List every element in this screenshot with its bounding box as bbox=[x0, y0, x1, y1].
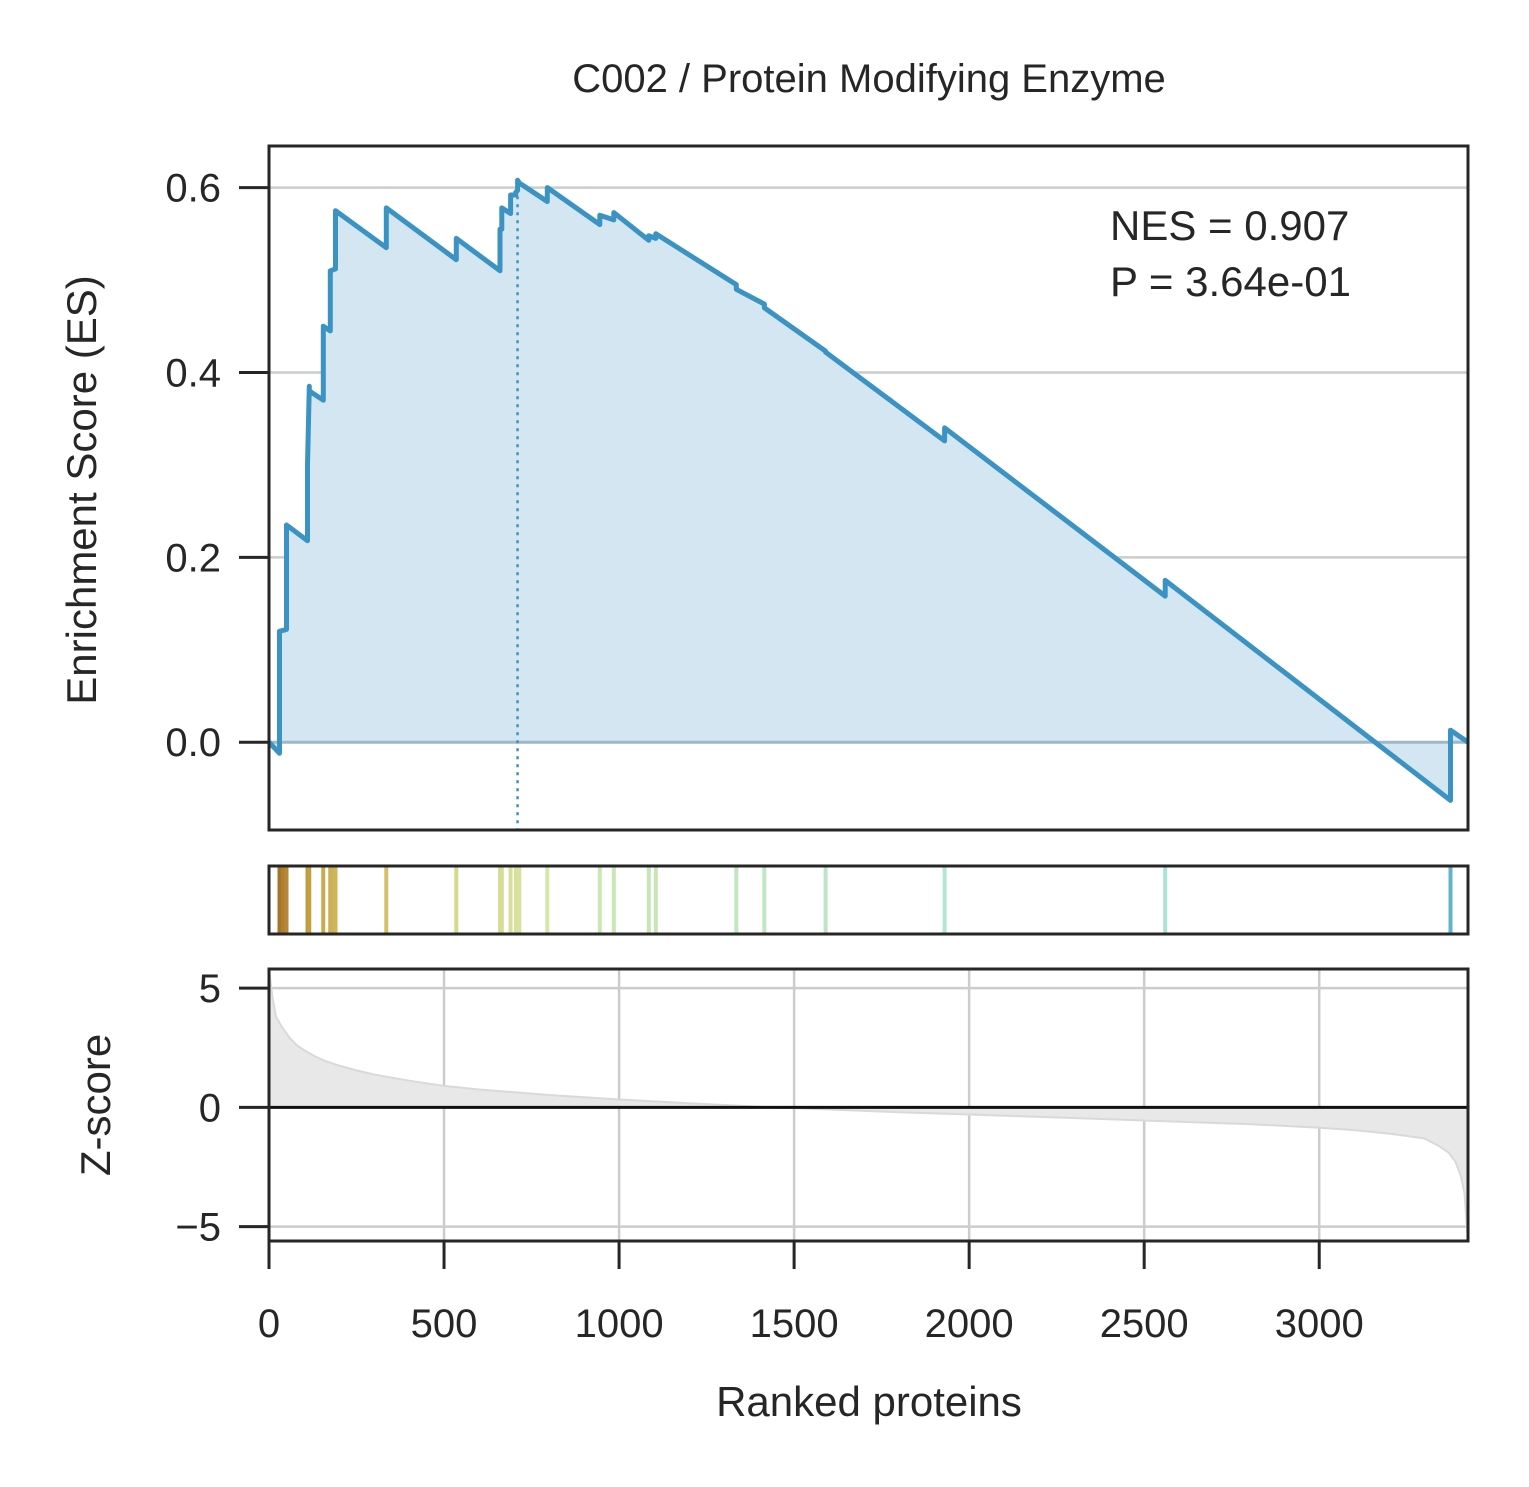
zscore-panel-frame bbox=[267, 967, 1470, 1243]
x-tick-label: 1500 bbox=[750, 1302, 839, 1346]
x-tick-label: 2000 bbox=[925, 1302, 1014, 1346]
es-running-sum-line bbox=[267, 177, 1470, 803]
es-y-axis-label: Enrichment Score (ES) bbox=[58, 275, 105, 704]
zscore-y-tick-label: −5 bbox=[175, 1206, 221, 1250]
enrichment-score-panel: 0.0 0.2 0.4 0.6 NES = 0.907 P = 3.64e-01 En… bbox=[58, 144, 1470, 832]
gene-hits-panel bbox=[267, 864, 1470, 936]
x-axis-ticks: 0 500 1000 1500 2000 2500 3000 bbox=[258, 1241, 1364, 1346]
es-y-tick-label: 0.0 bbox=[165, 721, 221, 765]
es-area-fill bbox=[269, 180, 1468, 801]
es-y-tick-label: 0.6 bbox=[165, 167, 221, 211]
x-axis-label: Ranked proteins bbox=[716, 1378, 1022, 1425]
zscore-area-fill bbox=[268, 968, 1469, 1242]
x-tick-label: 500 bbox=[411, 1302, 478, 1346]
es-y-tick-label: 0.2 bbox=[165, 536, 221, 580]
hits-panel-frame bbox=[267, 864, 1470, 936]
nes-annotation: NES = 0.907 bbox=[1110, 202, 1349, 249]
x-tick-label: 0 bbox=[258, 1302, 280, 1346]
zscore-y-ticks: −5 0 5 bbox=[175, 967, 269, 1250]
zscore-panel: −5 0 5 0 500 1000 1500 2000 2500 3000 Z-score Ra… bbox=[72, 967, 1470, 1425]
zscore-y-axis-label: Z-score bbox=[72, 1034, 119, 1176]
zscore-y-tick-label: 0 bbox=[199, 1086, 221, 1130]
zscore-y-tick-label: 5 bbox=[199, 967, 221, 1011]
x-tick-label: 3000 bbox=[1275, 1302, 1364, 1346]
es-panel-frame bbox=[267, 144, 1470, 832]
chart-title: C002 / Protein Modifying Enzyme bbox=[572, 57, 1166, 101]
x-tick-label: 1000 bbox=[575, 1302, 664, 1346]
x-tick-label: 2500 bbox=[1100, 1302, 1189, 1346]
hit-markers bbox=[277, 866, 1453, 934]
es-y-ticks: 0.0 0.2 0.4 0.6 bbox=[165, 167, 269, 765]
pvalue-annotation: P = 3.64e-01 bbox=[1110, 258, 1351, 305]
es-y-tick-label: 0.4 bbox=[165, 351, 221, 395]
